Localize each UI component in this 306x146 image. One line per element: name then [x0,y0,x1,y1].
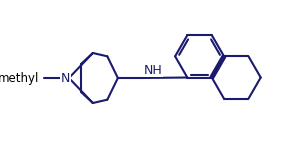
Text: N: N [61,72,70,85]
Text: methyl: methyl [0,72,39,85]
Text: NH: NH [144,64,162,77]
